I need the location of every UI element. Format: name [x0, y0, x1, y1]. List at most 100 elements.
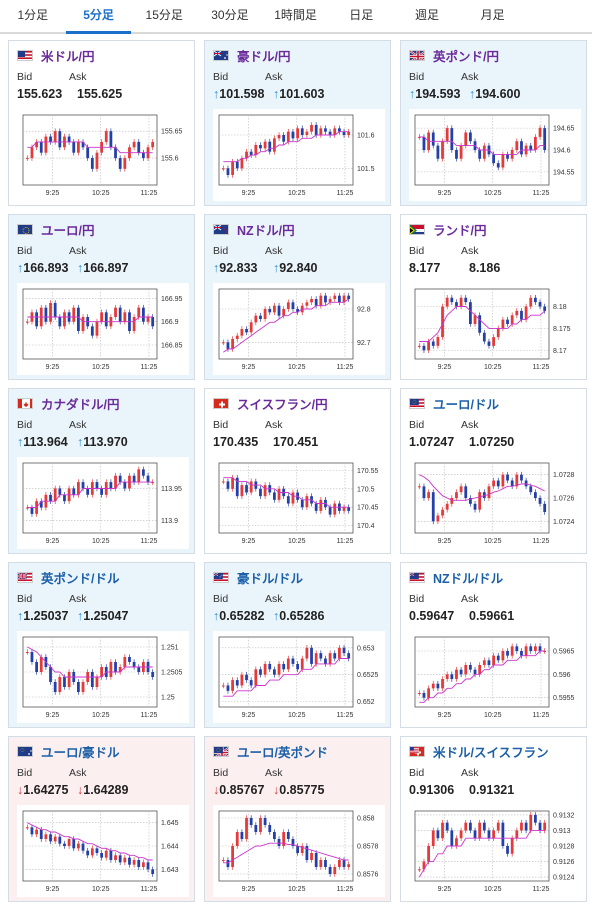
ask-value-text: 113.970: [83, 435, 128, 449]
bid-value-text: 0.91306: [409, 783, 455, 797]
card-title-link[interactable]: カナダドル/円: [17, 395, 119, 412]
rate-card[interactable]: 英ポンド/ドル Bid Ask ↑1.25037 ↑1.25047 1.251 1.2505…: [8, 562, 195, 728]
tab-4[interactable]: 30分足: [211, 8, 249, 22]
candle-body: [245, 674, 248, 681]
mini-chart[interactable]: 155.65 155.6 9:25 10:25 11:25: [17, 109, 189, 201]
bid-value: ↑113.964: [17, 435, 68, 449]
card-title-link[interactable]: 英ポンド/円: [409, 47, 499, 64]
rate-card[interactable]: 英ポンド/円 Bid Ask ↑194.593 ↑194.600 194.65 194.6 1…: [400, 40, 587, 206]
candle-body: [249, 481, 253, 493]
card-title-link[interactable]: 米ドル/円: [17, 47, 94, 64]
rate-card[interactable]: 米ドル/スイスフラン Bid Ask 0.91306 0.91321 0.9132 0.91…: [400, 736, 587, 902]
ask-label: Ask: [265, 767, 283, 779]
candle-body: [524, 646, 528, 656]
rate-card[interactable]: NZドル/ドル Bid Ask 0.59647 0.59661 0.5965 0.596 0.…: [400, 562, 587, 728]
card-title-link[interactable]: ユーロ/ドル: [409, 395, 499, 412]
arrow-up-icon: ↑: [213, 261, 220, 275]
candle-body: [324, 860, 327, 867]
candle-body: [422, 345, 426, 351]
card-title-link[interactable]: NZドル/円: [213, 221, 295, 238]
candle-body: [221, 685, 225, 687]
candle-body: [286, 658, 290, 670]
ask-value: ↑113.970: [77, 435, 128, 449]
candle-body: [231, 161, 234, 175]
mini-chart[interactable]: 92.8 92.7 9:25 10:25 11:25: [213, 283, 385, 375]
chart-svg: 155.65 155.6 9:25 10:25 11:25: [22, 114, 183, 197]
ask-label: Ask: [265, 593, 283, 605]
candle-body: [95, 152, 99, 169]
card-title-link[interactable]: 豪ドル/ドル: [213, 569, 303, 586]
tab-3[interactable]: 15分足: [145, 8, 183, 22]
mini-chart[interactable]: 1.0728 1.0726 1.0724 9:25 10:25 11:25: [409, 457, 581, 549]
candle-body: [259, 669, 262, 675]
mini-chart[interactable]: 8.18 8.175 8.17 9:25 10:25 11:25: [409, 283, 581, 375]
ask-label: Ask: [69, 419, 87, 431]
mini-chart[interactable]: 0.9132 0.913 0.9128 0.9126 0.9124 9:25 10:25 11…: [409, 805, 581, 897]
mini-chart[interactable]: 101.6 101.5 9:25 10:25 11:25: [213, 109, 385, 201]
rate-card[interactable]: ユーロ/豪ドル Bid Ask ↓1.64275 ↓1.64289 1.645 1.644 1…: [8, 736, 195, 902]
x-tick-label: 10:25: [288, 190, 306, 197]
candle-body: [151, 482, 155, 484]
chart-svg: 0.5965 0.596 0.5955 9:25 10:25 11:25: [414, 636, 575, 719]
mini-chart[interactable]: 0.653 0.6525 0.652 9:25 10:25 11:25: [213, 631, 385, 723]
rate-card[interactable]: ランド/円 Bid Ask 8.177 8.186 8.18 8.175 8.17 9:25 10…: [400, 214, 587, 380]
ask-value: 0.91321: [469, 783, 514, 797]
tab-1[interactable]: 1分足: [17, 8, 49, 22]
rate-card[interactable]: ユーロ/英ポンド Bid Ask ↓0.85767 ↓0.85775 0.858 0.857…: [204, 736, 391, 902]
candle-body: [506, 846, 509, 854]
y-tick-label: 0.913: [553, 828, 571, 835]
candle-body: [221, 481, 225, 483]
candle-body: [123, 657, 127, 667]
rate-card[interactable]: カナダドル/円 Bid Ask ↑113.964 ↑113.970 113.95 113.9…: [8, 388, 195, 554]
candle-body: [104, 131, 108, 142]
rate-card[interactable]: 豪ドル/ドル Bid Ask ↑0.65282 ↑0.65286 0.653 0.6525 0…: [204, 562, 391, 728]
tab-7[interactable]: 週足: [414, 8, 439, 22]
mini-chart[interactable]: 113.95 113.9 9:25 10:25 11:25: [17, 457, 189, 549]
tab-5[interactable]: 1時間足: [274, 8, 317, 22]
card-title-link[interactable]: 豪ドル/円: [213, 47, 290, 64]
candle-body: [496, 328, 500, 338]
x-tick-label: 11:25: [336, 538, 353, 545]
tab-8[interactable]: 月足: [480, 8, 505, 22]
card-title-link[interactable]: ユーロ/豪ドル: [17, 743, 119, 760]
ask-value-text: 0.65286: [279, 609, 325, 623]
y-tick-label: 101.5: [357, 166, 375, 173]
mini-chart[interactable]: 0.858 0.8578 0.8576 9:25 10:25 11:25: [213, 805, 385, 897]
rate-card[interactable]: 米ドル/円 Bid Ask 155.623 155.625 155.65 155.6 9:25…: [8, 40, 195, 206]
rate-card[interactable]: ユーロ/ドル Bid Ask 1.07247 1.07250 1.0728 1.0726 1.…: [400, 388, 587, 554]
y-tick-label: 0.9128: [553, 844, 575, 851]
card-title-link[interactable]: ユーロ/円: [17, 221, 94, 238]
card-title-link[interactable]: ユーロ/英ポンド: [213, 743, 328, 760]
x-tick-label: 11:25: [336, 712, 353, 719]
candle-body: [114, 307, 117, 317]
card-title-link[interactable]: スイスフラン/円: [213, 395, 328, 412]
candle-body: [263, 309, 267, 319]
ask-label: Ask: [69, 593, 87, 605]
mini-chart[interactable]: 1.251 1.2505 1.25 9:25 10:25 11:25: [17, 631, 189, 723]
card-title-link[interactable]: ランド/円: [409, 221, 486, 238]
mini-chart[interactable]: 166.95 166.9 166.85 9:25 10:25 11:25: [17, 283, 189, 375]
rate-card[interactable]: ユーロ/円 Bid Ask ↑166.893 ↑166.897 166.95 166.9 16…: [8, 214, 195, 380]
flag-icon: [409, 397, 425, 409]
rate-card[interactable]: 豪ドル/円 Bid Ask ↑101.598 ↑101.603 101.6 101.5 9:2…: [204, 40, 391, 206]
rate-card[interactable]: スイスフラン/円 Bid Ask 170.435 170.451 170.55 170.5 1…: [204, 388, 391, 554]
bid-value: 1.07247: [409, 435, 454, 449]
candle-body: [151, 672, 155, 677]
ask-value-text: 8.186: [469, 261, 501, 275]
tab-6[interactable]: 日足: [349, 8, 374, 22]
mini-chart[interactable]: 170.55 170.5 170.45 170.4 9:25 10:25 11:25: [213, 457, 385, 549]
mini-chart[interactable]: 1.645 1.644 1.643 9:25 10:25 11:25: [17, 805, 189, 897]
mini-chart[interactable]: 194.65 194.6 194.55 9:25 10:25 11:25: [409, 109, 581, 201]
mini-chart[interactable]: 0.5965 0.596 0.5955 9:25 10:25 11:25: [409, 631, 581, 723]
candle-body: [249, 818, 253, 825]
candle-body: [245, 485, 248, 493]
card-title-link[interactable]: NZドル/ドル: [409, 569, 503, 586]
bid-value-text: 0.65282: [219, 609, 265, 623]
candle-body: [506, 154, 509, 159]
candle-body: [268, 141, 272, 152]
card-title-link[interactable]: 英ポンド/ドル: [17, 569, 119, 586]
card-title-link[interactable]: 米ドル/スイスフラン: [409, 743, 549, 760]
rate-card[interactable]: NZドル/円 Bid Ask ↑92.833 ↑92.840 92.8 92.7 9:25 10…: [204, 214, 391, 380]
tab-2[interactable]: 5分足: [65, 0, 132, 34]
y-tick-label: 166.9: [161, 319, 179, 326]
